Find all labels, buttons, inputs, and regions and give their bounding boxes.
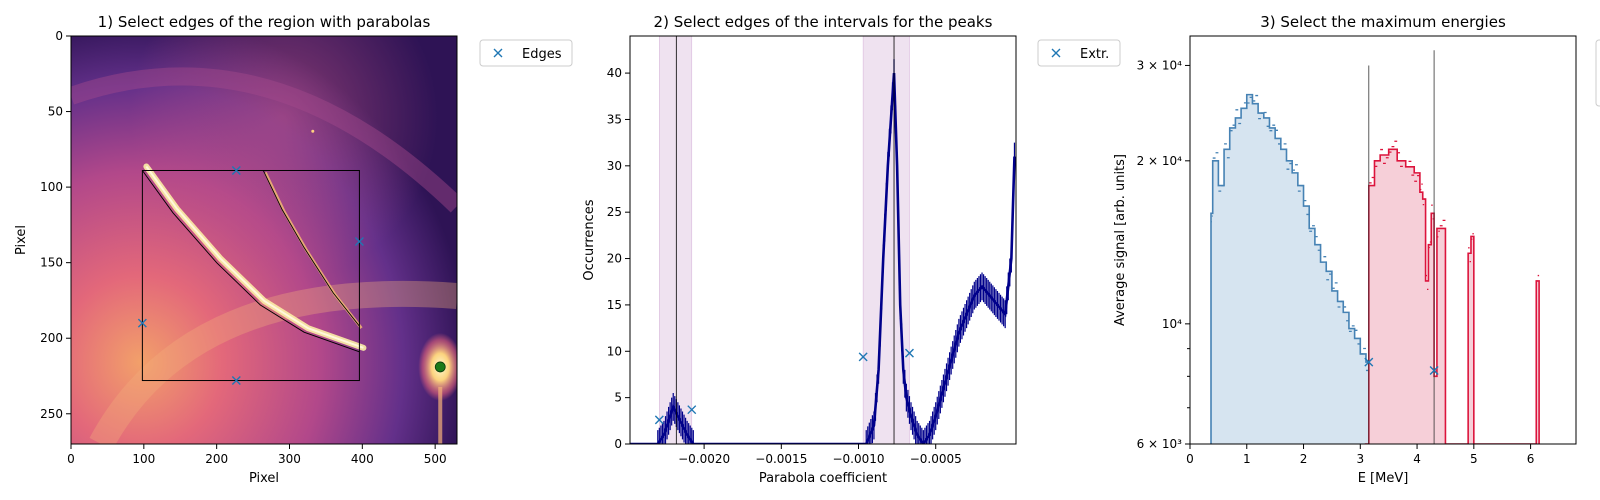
x-tick-label: 2: [1300, 452, 1308, 466]
y-axis-label: Pixel: [14, 225, 29, 255]
extr-marker: [858, 352, 868, 362]
spectrum-noise: [1211, 94, 1376, 372]
legend-box: [479, 39, 573, 67]
x-tick-label: 0: [67, 452, 75, 466]
image-area: [71, 36, 457, 444]
chart-title: 1) Select edges of the region with parab…: [98, 13, 431, 31]
image-glow: [71, 36, 457, 444]
axes-frame: [1189, 35, 1577, 445]
image-band: [89, 280, 457, 444]
x-tick-label: −0.0020: [678, 452, 730, 466]
edge-marker: [231, 376, 241, 386]
x-tick-label: 400: [351, 452, 374, 466]
histogram-noise: [657, 59, 1016, 444]
x-tick-label: −0.0005: [910, 452, 962, 466]
chart-title: 3) Select the maximum energies: [1260, 13, 1506, 31]
legend-box: [1037, 39, 1121, 67]
y-tick-label: 6 × 10³: [1137, 437, 1183, 451]
y-axis-label: Occurrences: [582, 199, 597, 280]
y-tick-label: 200: [40, 331, 63, 345]
x-tick-label: 0: [1186, 452, 1194, 466]
image-arc: [71, 67, 457, 213]
interval-span: [862, 36, 910, 444]
panel-3: 3) Select the maximum energies E [MeV] 0 1 2…: [1113, 13, 1600, 486]
y-tick-label: 250: [40, 407, 63, 421]
parabola-fit-line: [142, 170, 360, 353]
y-tick-label: 15: [607, 298, 622, 312]
y-tick-label: 50: [48, 105, 63, 119]
y-tick-label: 10⁴: [1162, 317, 1182, 331]
x-tick-label: −0.0010: [832, 452, 884, 466]
y-tick-label: 10: [607, 344, 622, 358]
y-tick-label: 25: [607, 205, 622, 219]
legend-label: Edges: [522, 47, 562, 62]
plot-area: [630, 36, 1016, 444]
y-tick-label: 30: [607, 159, 622, 173]
x-tick-label: 500: [424, 452, 447, 466]
energy-marker: [1364, 357, 1374, 367]
edge-marker: [231, 165, 241, 175]
x-tick-label: 5: [1470, 452, 1478, 466]
x-tick-label: −0.0015: [755, 452, 807, 466]
extr-marker: [654, 415, 664, 425]
spectrum-fill: [1211, 94, 1376, 444]
legend-box-clipped: [1595, 39, 1600, 107]
edge-marker: [137, 318, 147, 328]
y-tick-label: 40: [607, 66, 622, 80]
y-tick-label: 0: [55, 29, 63, 43]
spectrum-line: [1210, 93, 1376, 444]
green-marker: [434, 361, 446, 373]
legend-label: Extr.: [1080, 47, 1109, 62]
legend-marker: [493, 48, 503, 58]
chart-title: 2) Select edges of the intervals for the…: [654, 13, 993, 31]
interval-span: [659, 36, 693, 444]
y-tick-label: 100: [40, 180, 63, 194]
panel-1: 1) Select edges of the region with parab…: [14, 13, 573, 486]
x-tick-label: 1: [1243, 452, 1251, 466]
legend-marker: [1051, 48, 1061, 58]
parabola-fit-line: [262, 170, 360, 327]
axes-frame: [70, 35, 458, 445]
y-tick-label: 20: [607, 252, 622, 266]
x-tick-label: 200: [205, 452, 228, 466]
x-tick-label: 300: [278, 452, 301, 466]
x-axis-label: E [MeV]: [1358, 471, 1409, 486]
x-tick-label: 4: [1413, 452, 1421, 466]
spectrum-line: [1364, 148, 1540, 444]
x-axis-label: Pixel: [249, 471, 279, 486]
x-tick-label: 3: [1356, 452, 1364, 466]
edge-marker: [354, 237, 364, 247]
spot-streak: [438, 386, 443, 444]
selection-rectangle: [141, 169, 360, 382]
x-tick-label: 100: [132, 452, 155, 466]
x-tick-label: 6: [1527, 452, 1535, 466]
panel-2: 2) Select edges of the intervals for the…: [582, 13, 1121, 486]
y-tick-label: 150: [40, 256, 63, 270]
hot-pixel: [311, 129, 315, 133]
y-tick-label: 5: [614, 391, 622, 405]
axes-frame: [629, 35, 1017, 445]
y-tick-label: 0: [614, 437, 622, 451]
spectrum-fill: [1364, 149, 1540, 444]
extr-marker: [904, 348, 914, 358]
y-tick-label: 3 × 10⁴: [1137, 58, 1183, 72]
x-axis-label: Parabola coefficient: [759, 471, 887, 486]
y-tick-label: 2 × 10⁴: [1137, 154, 1183, 168]
energy-marker: [1429, 366, 1439, 376]
y-axis-label: Average signal [arb. units]: [1113, 154, 1128, 326]
extr-marker: [687, 405, 697, 415]
parabola-core: [145, 165, 364, 349]
spectrum-noise: [1368, 140, 1540, 377]
plot-area: [1210, 50, 1540, 444]
y-tick-label: 35: [607, 112, 622, 126]
